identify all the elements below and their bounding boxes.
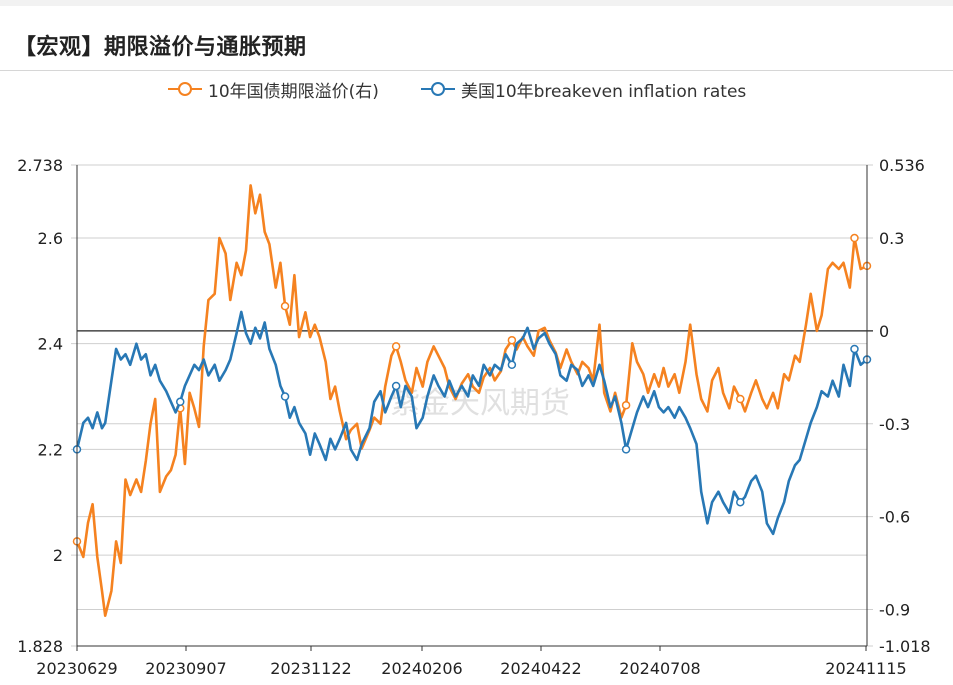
- series-point: [736, 497, 745, 507]
- right-axis-tick-label: -1.018: [879, 637, 931, 656]
- left-axis-tick-label: 2: [53, 546, 63, 565]
- right-axis-tick-label: -0.9: [879, 600, 910, 619]
- series-point: [280, 392, 290, 401]
- legend-line-blue-icon: [421, 82, 455, 96]
- right-axis-tick-label: 0.536: [879, 156, 925, 175]
- top-strip: [0, 0, 953, 6]
- legend-line-orange-icon: [168, 82, 202, 96]
- legend-item-term-premium[interactable]: 10年国债期限溢价(右): [168, 77, 379, 102]
- series-point: [621, 445, 631, 454]
- legend-label-breakeven: 美国10年breakeven inflation rates: [461, 81, 747, 102]
- right-axis-tick-label: 0: [879, 322, 889, 341]
- right-axis-tick-label: -0.3: [879, 415, 910, 434]
- x-axis-tick-label: 20240206: [381, 659, 462, 678]
- x-axis-tick-label: 20240422: [500, 659, 581, 678]
- axes: 2.738 2.6 2.4 2.2 2 1.828 0.536 0.3 0 -0.3 -0.6 -0.…: [17, 156, 930, 678]
- x-axis-tick-label: 20230629: [36, 659, 117, 678]
- x-axis-tick-label: 20230907: [145, 659, 226, 678]
- right-axis-tick-label: -0.6: [879, 508, 910, 527]
- series-point: [507, 360, 517, 370]
- right-axis-tick-label: 0.3: [879, 229, 904, 248]
- x-axis-tick-label: 20241115: [825, 659, 906, 678]
- series-point: [736, 394, 745, 404]
- series-point: [391, 381, 401, 391]
- series-point: [850, 344, 859, 354]
- series-point: [280, 301, 290, 311]
- series-point: [621, 400, 631, 410]
- x-axis-tick-label: 20231122: [270, 659, 351, 678]
- left-axis-tick-label: 2.2: [38, 440, 63, 459]
- page-title: 【宏观】期限溢价与通胀预期: [14, 35, 307, 60]
- title-divider: [0, 70, 953, 71]
- series-point: [175, 397, 185, 407]
- series-point: [507, 335, 517, 345]
- series-point: [850, 233, 859, 243]
- series-point: [391, 342, 401, 351]
- x-axis-tick-label: 20240708: [619, 659, 700, 678]
- left-axis-tick-label: 2.6: [38, 229, 63, 248]
- chart-legend: 10年国债期限溢价(右) 美国10年breakeven inflation ra…: [0, 77, 953, 102]
- left-axis-tick-label: 2.738: [17, 156, 63, 175]
- legend-item-breakeven[interactable]: 美国10年breakeven inflation rates: [421, 77, 747, 102]
- series-line-breakeven: [75, 310, 868, 536]
- legend-label-term-premium: 10年国债期限溢价(右): [208, 81, 379, 102]
- left-axis-tick-label: 1.828: [17, 637, 63, 656]
- left-axis-tick-label: 2.4: [38, 335, 63, 354]
